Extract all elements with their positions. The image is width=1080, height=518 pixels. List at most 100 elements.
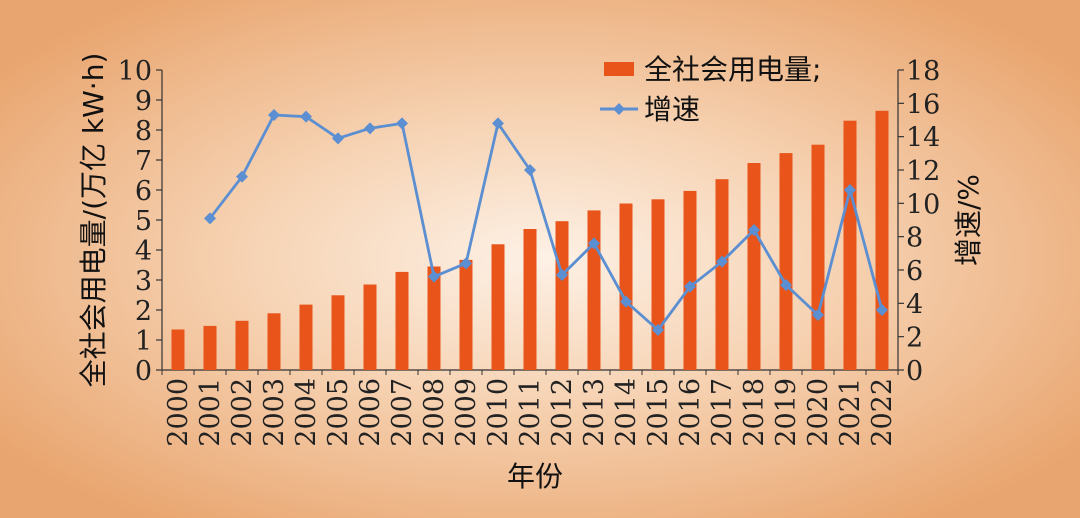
legend: 全社会用电量; 增速 <box>600 53 821 126</box>
right-tick-label: 6 <box>906 256 923 287</box>
x-tick-label: 2018 <box>739 378 770 447</box>
bar-2018 <box>747 163 761 370</box>
x-tick-label: 2022 <box>867 378 898 447</box>
growth-point-2004 <box>300 110 312 123</box>
right-tick-label: 4 <box>906 289 923 320</box>
x-tick-label: 2002 <box>227 378 258 447</box>
right-tick-label: 0 <box>906 356 923 387</box>
left-axis-title: 全社会用电量/(万亿 kW·h) <box>77 53 110 388</box>
legend-line-label: 增速 <box>644 93 700 126</box>
x-tick-label: 2012 <box>547 378 578 447</box>
right-axis-title: 增速/% <box>952 174 985 266</box>
growth-point-2016 <box>684 280 696 293</box>
bar-2020 <box>811 144 825 370</box>
growth-point-2009 <box>460 257 472 270</box>
bar-2017 <box>715 179 729 370</box>
growth-point-2001 <box>204 212 216 225</box>
growth-point-2011 <box>524 164 536 176</box>
bar-series <box>171 110 889 371</box>
bar-2021 <box>843 120 857 370</box>
legend-bar-swatch <box>604 62 634 76</box>
bar-2019 <box>779 153 793 370</box>
x-tick-label: 2004 <box>291 378 322 447</box>
growth-point-2014 <box>620 295 632 308</box>
x-tick-label: 2017 <box>707 378 738 447</box>
bar-2010 <box>491 244 505 370</box>
bar-2015 <box>651 199 665 370</box>
x-tick-label: 2005 <box>323 378 354 447</box>
bar-2004 <box>299 304 313 370</box>
growth-point-2021 <box>844 184 856 196</box>
bar-2013 <box>587 210 601 370</box>
growth-point-2019 <box>780 279 792 291</box>
left-tick-label: 0 <box>135 356 152 387</box>
x-tick-label: 2015 <box>643 378 674 447</box>
line-series <box>204 109 888 336</box>
growth-point-2006 <box>364 122 376 135</box>
right-tick-label: 18 <box>906 56 940 87</box>
growth-point-2020 <box>812 309 824 321</box>
x-tick-label: 2011 <box>515 378 546 447</box>
growth-point-2005 <box>332 132 344 145</box>
x-tick-label: 2008 <box>419 378 450 447</box>
x-tick-label: 2019 <box>771 378 802 447</box>
right-tick-label: 16 <box>906 89 940 120</box>
bar-2014 <box>619 203 633 370</box>
growth-point-2007 <box>396 117 408 130</box>
legend-bar-label: 全社会用电量; <box>644 53 821 86</box>
left-tick-label: 9 <box>135 86 152 117</box>
right-tick-label: 8 <box>906 223 923 254</box>
growth-point-2018 <box>748 224 760 236</box>
right-tick-label: 2 <box>906 323 923 354</box>
growth-point-2002 <box>236 170 248 183</box>
x-tick-label: 2014 <box>611 378 642 447</box>
growth-point-2022 <box>876 304 888 316</box>
left-tick-label: 7 <box>135 146 152 177</box>
x-tick-label: 2000 <box>163 378 194 447</box>
bar-2000 <box>171 329 185 370</box>
left-tick-label: 10 <box>118 56 152 87</box>
left-tick-label: 3 <box>135 266 152 297</box>
x-tick-label: 2006 <box>355 378 386 447</box>
bar-2005 <box>331 295 345 370</box>
growth-point-2010 <box>492 117 504 130</box>
left-tick-label: 1 <box>135 326 152 357</box>
left-tick-label: 4 <box>135 236 152 267</box>
x-tick-label: 2001 <box>195 378 226 447</box>
right-tick-label: 12 <box>906 156 940 187</box>
x-tick-label: 2009 <box>451 378 482 447</box>
bar-2011 <box>523 229 537 370</box>
legend-line-marker <box>613 103 625 115</box>
x-tick-label: 2007 <box>387 378 418 447</box>
growth-line <box>208 113 884 332</box>
bar-2009 <box>459 259 473 370</box>
bar-2022 <box>875 110 889 371</box>
bar-2003 <box>267 313 281 370</box>
bar-2008 <box>427 266 441 370</box>
x-tick-label: 2003 <box>259 378 290 447</box>
left-tick-label: 8 <box>135 116 152 147</box>
bar-2002 <box>235 320 249 370</box>
right-tick-label: 10 <box>906 189 940 220</box>
bar-2001 <box>203 325 217 370</box>
growth-point-2015 <box>652 324 664 336</box>
growth-point-2017 <box>716 255 728 268</box>
x-tick-label: 2021 <box>835 378 866 447</box>
x-tick-label: 2013 <box>579 378 610 447</box>
bar-2016 <box>683 190 697 370</box>
x-tick-label: 2020 <box>803 378 834 447</box>
x-tick-label: 2016 <box>675 378 706 447</box>
bar-2012 <box>555 221 569 370</box>
growth-point-2008 <box>428 270 440 283</box>
x-axis-ticks: 2000 2001 2002 2003 2004 2005 2006 2007 2008 2009… <box>161 370 899 447</box>
growth-point-2012 <box>556 269 568 281</box>
growth-point-2003 <box>268 109 280 121</box>
left-tick-label: 2 <box>135 296 152 327</box>
x-axis-title: 年份 <box>507 460 563 493</box>
left-tick-label: 5 <box>135 206 152 237</box>
